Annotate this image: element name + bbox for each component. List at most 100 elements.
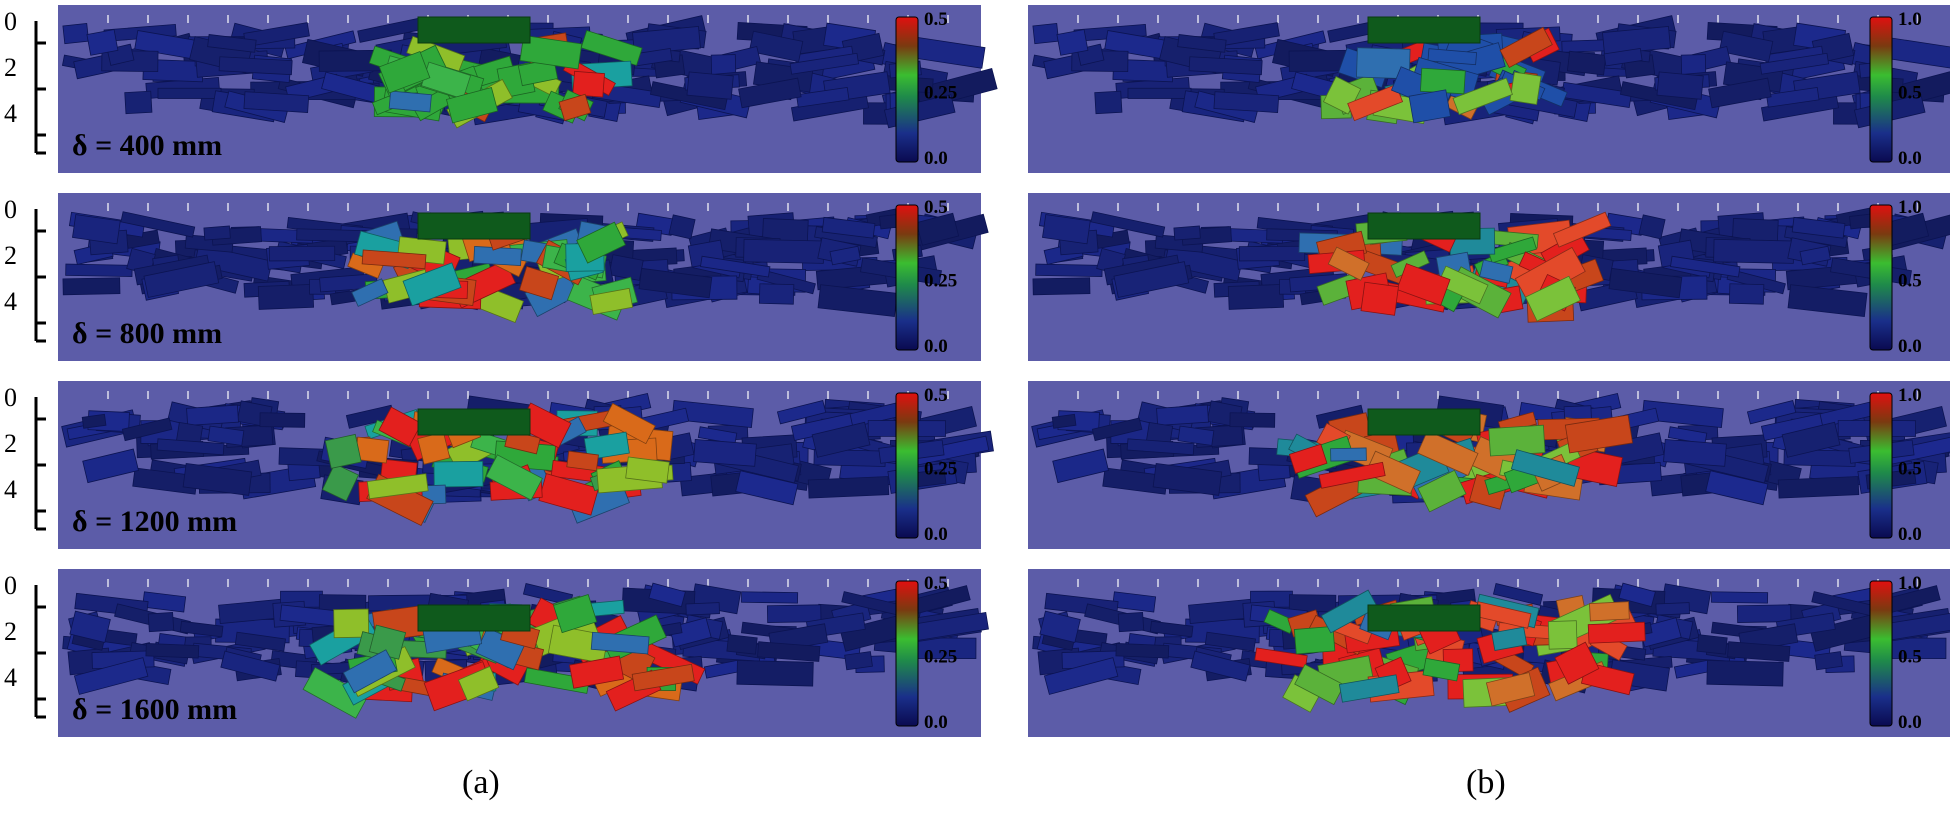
rock-block	[1238, 245, 1306, 262]
displaced-block	[1293, 625, 1336, 655]
colorbar-tick-min: 0.0	[924, 524, 948, 545]
rock-block	[268, 245, 336, 262]
simulation-panel: 1.0 0.5 0.0	[1028, 569, 1950, 737]
displaced-block	[1427, 48, 1478, 66]
rock-block	[82, 448, 139, 484]
displaced-block	[485, 454, 543, 501]
rock-block	[218, 56, 293, 76]
displaced-block	[1547, 620, 1578, 650]
displaced-block	[1587, 621, 1646, 644]
rock-block	[1115, 642, 1170, 659]
displaced-block	[576, 221, 626, 264]
displaced-block	[457, 665, 500, 702]
simulation-panel: 0.5 0.25 0.0 δ = 800 mm	[58, 193, 989, 361]
rock-block	[1603, 47, 1643, 67]
rock-block	[1618, 582, 1656, 608]
rock-block	[758, 283, 795, 305]
rock-block	[811, 421, 871, 458]
rock-block	[257, 283, 315, 310]
displaced-block	[445, 87, 499, 124]
rock-block	[1670, 255, 1741, 278]
rock-block	[62, 277, 121, 296]
rock-block	[685, 602, 720, 616]
depth-tick-label: 2	[4, 241, 17, 270]
displaced-block	[1417, 430, 1479, 477]
colorbar-tick-min: 0.0	[1898, 336, 1922, 357]
displacement-label: δ = 800 mm	[72, 317, 222, 350]
displaced-block	[1525, 275, 1581, 322]
rock-block	[1091, 417, 1143, 442]
displaced-block	[1422, 657, 1461, 682]
rock-block	[1814, 651, 1843, 671]
displaced-block	[402, 262, 462, 307]
displaced-block	[519, 265, 560, 301]
displaced-block	[378, 406, 423, 447]
displaced-block	[1452, 77, 1513, 116]
rock-block	[1156, 404, 1209, 426]
simulation-panel: 0.5 0.25 0.0 δ = 1200 mm	[58, 381, 994, 549]
depth-tick-label: 0	[4, 383, 17, 412]
displaced-block	[590, 631, 650, 655]
rock-block	[821, 216, 876, 239]
displaced-block	[351, 278, 389, 307]
rock-block	[1126, 438, 1195, 456]
rock-block	[1638, 214, 1666, 240]
rock-block	[757, 641, 821, 662]
rock-block	[1728, 283, 1765, 305]
rock-block	[710, 54, 737, 76]
colorbar-tick-min: 0.0	[924, 712, 948, 733]
colorbar-tick-max: 1.0	[1898, 9, 1922, 30]
depth-tick-label: 4	[4, 287, 17, 316]
rock-block	[1190, 650, 1251, 682]
displaced-block	[1499, 26, 1553, 69]
rock-block	[1706, 660, 1784, 687]
depth-tick-label: 2	[4, 53, 17, 82]
displacement-label: δ = 400 mm	[72, 129, 222, 162]
rock-block	[65, 263, 133, 278]
rock-block	[156, 438, 225, 456]
rock-block	[738, 77, 802, 109]
displaced-block	[1509, 71, 1542, 105]
colorbar-tick-max: 0.5	[924, 573, 948, 594]
rock-block	[1188, 56, 1263, 76]
rock-block	[121, 417, 173, 442]
colorbar	[1869, 392, 1893, 539]
colorbar-tick-max: 1.0	[1898, 385, 1922, 406]
displaced-block	[1288, 443, 1328, 474]
rock-block	[1227, 283, 1285, 310]
displaced-block	[1487, 236, 1537, 264]
displaced-block	[1356, 47, 1411, 80]
displaced-block	[433, 460, 484, 488]
panel-label-b: (b)	[1466, 764, 1506, 801]
displaced-block	[519, 34, 583, 70]
rock-block	[1759, 52, 1830, 75]
displaced-block	[324, 433, 362, 469]
rock-block	[807, 476, 890, 499]
footing-block	[417, 408, 531, 436]
rock-block	[648, 582, 686, 608]
rock-block	[243, 91, 310, 114]
rock-block	[62, 22, 90, 45]
rock-block	[1641, 400, 1724, 429]
displaced-block	[631, 663, 695, 692]
displaced-block	[1491, 626, 1528, 651]
colorbar	[895, 392, 919, 539]
colorbar-tick-mid: 0.5	[1898, 83, 1922, 104]
rock-block	[1094, 90, 1123, 115]
rock-block	[157, 87, 222, 99]
rock-block	[1149, 620, 1194, 638]
displaced-block	[1294, 663, 1345, 706]
displaced-block	[566, 450, 599, 472]
footing-block	[417, 604, 531, 632]
rock-block	[86, 29, 119, 56]
displaced-block	[589, 287, 634, 315]
colorbar	[895, 580, 919, 727]
simulation-panel: 0.5 0.25 0.0 δ = 1600 mm	[58, 569, 989, 737]
footing-block	[417, 16, 531, 44]
displaced-block	[580, 29, 643, 66]
displaced-block	[572, 70, 605, 98]
rock-block	[194, 244, 273, 282]
displaced-block	[1552, 211, 1612, 248]
colorbar	[895, 204, 919, 351]
rock-block	[1039, 610, 1081, 643]
